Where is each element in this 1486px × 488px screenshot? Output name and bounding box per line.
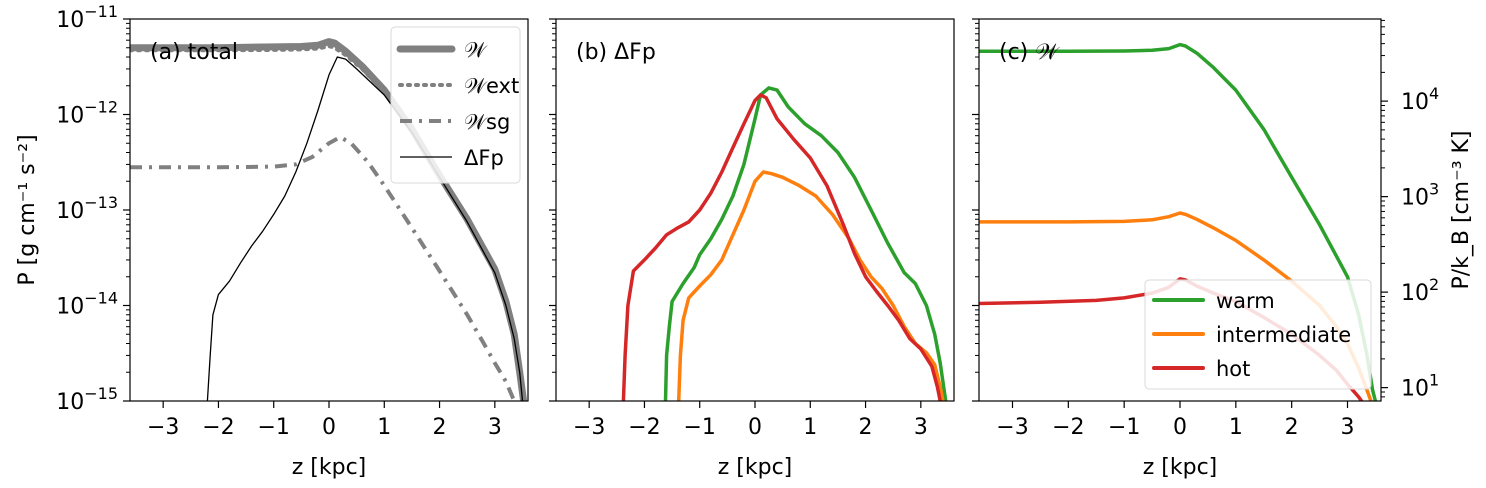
panel-title: (b) ΔFp <box>576 40 656 65</box>
x-axis-label: z [kpc] <box>1143 455 1218 480</box>
y2-tick-label: 102 <box>1401 275 1439 307</box>
legend-label: warm <box>1216 289 1275 313</box>
legend-label: ΔFp <box>464 146 504 170</box>
legend-box <box>1144 279 1372 390</box>
x-tick-label: 0 <box>1173 415 1187 440</box>
series-line-solid-2 <box>621 93 942 401</box>
x-tick-label: −1 <box>258 415 290 440</box>
x-tick-label: 1 <box>377 415 391 440</box>
panel-a: −3 −2 −1 0 1 2 3 10−15 10−14 10−13 10−12 10−11 z [kp… <box>15 2 529 480</box>
y-tick-label: 10−15 <box>56 384 118 416</box>
x-tick-label: −2 <box>202 415 234 440</box>
x-tick-label: 2 <box>1285 415 1299 440</box>
x-tick-label: 3 <box>488 415 502 440</box>
x-axis-label: z [kpc] <box>292 455 367 480</box>
series-group <box>130 38 528 401</box>
panel-title: (a) total <box>150 40 238 65</box>
y2-tick-label: 103 <box>1401 179 1439 211</box>
x-tick-label: −3 <box>147 415 179 440</box>
series-line-solid-thin-3 <box>206 56 524 401</box>
x-tick-label: 3 <box>914 415 928 440</box>
x-axis-label: z [kpc] <box>718 455 793 480</box>
panel-title: (c) 𝒲 <box>999 40 1060 65</box>
series-group <box>621 86 948 401</box>
y2-axis-label: P/k_B [cm⁻³ K] <box>1449 130 1474 289</box>
x-tick-label: −2 <box>628 415 660 440</box>
x-tick-label: 3 <box>1341 415 1355 440</box>
x-tick-label: 0 <box>322 415 336 440</box>
x-tick-label: −3 <box>996 415 1028 440</box>
plot-area <box>556 19 954 401</box>
legend-label: intermediate <box>1216 323 1351 347</box>
legend-label: 𝒲 <box>464 38 488 62</box>
y-axis-label: P [g cm⁻¹ s⁻²] <box>15 134 40 285</box>
x-tick-label: 1 <box>1229 415 1243 440</box>
x-tick-label: −3 <box>573 415 605 440</box>
panel-b: −3 −2 −1 0 1 2 3 z [kpc] (b) ΔFp <box>549 18 955 480</box>
y-tick-label: 10−13 <box>56 193 118 225</box>
legend-label: hot <box>1216 357 1250 381</box>
series-line-solid-1 <box>676 170 945 401</box>
legend-label: 𝒲ext <box>464 74 519 98</box>
legend: 𝒲 𝒲ext 𝒲sg ΔFp <box>390 26 521 184</box>
x-tick-label: 1 <box>803 415 817 440</box>
x-tick-label: −1 <box>1108 415 1140 440</box>
x-tick-label: −1 <box>684 415 716 440</box>
x-tick-label: 0 <box>748 415 762 440</box>
y-tick-label: 10−11 <box>56 2 118 34</box>
y2-tick-label: 104 <box>1401 84 1439 116</box>
y-tick-label: 10−12 <box>56 97 118 129</box>
x-tick-label: 2 <box>433 415 447 440</box>
legend-label: 𝒲sg <box>464 110 510 134</box>
y2-tick-label: 101 <box>1401 370 1439 402</box>
legend-box <box>390 26 521 184</box>
x-tick-label: −2 <box>1052 415 1084 440</box>
y-tick-label: 10−14 <box>56 288 118 320</box>
legend: warm intermediate hot <box>1144 279 1372 390</box>
series-line-solid-0 <box>663 86 948 401</box>
panel-c: −3 −2 −1 0 1 2 3 101 102 103 104 z [kpc] P/k_B [cm⁻³… <box>972 18 1474 480</box>
x-tick-label: 2 <box>859 415 873 440</box>
